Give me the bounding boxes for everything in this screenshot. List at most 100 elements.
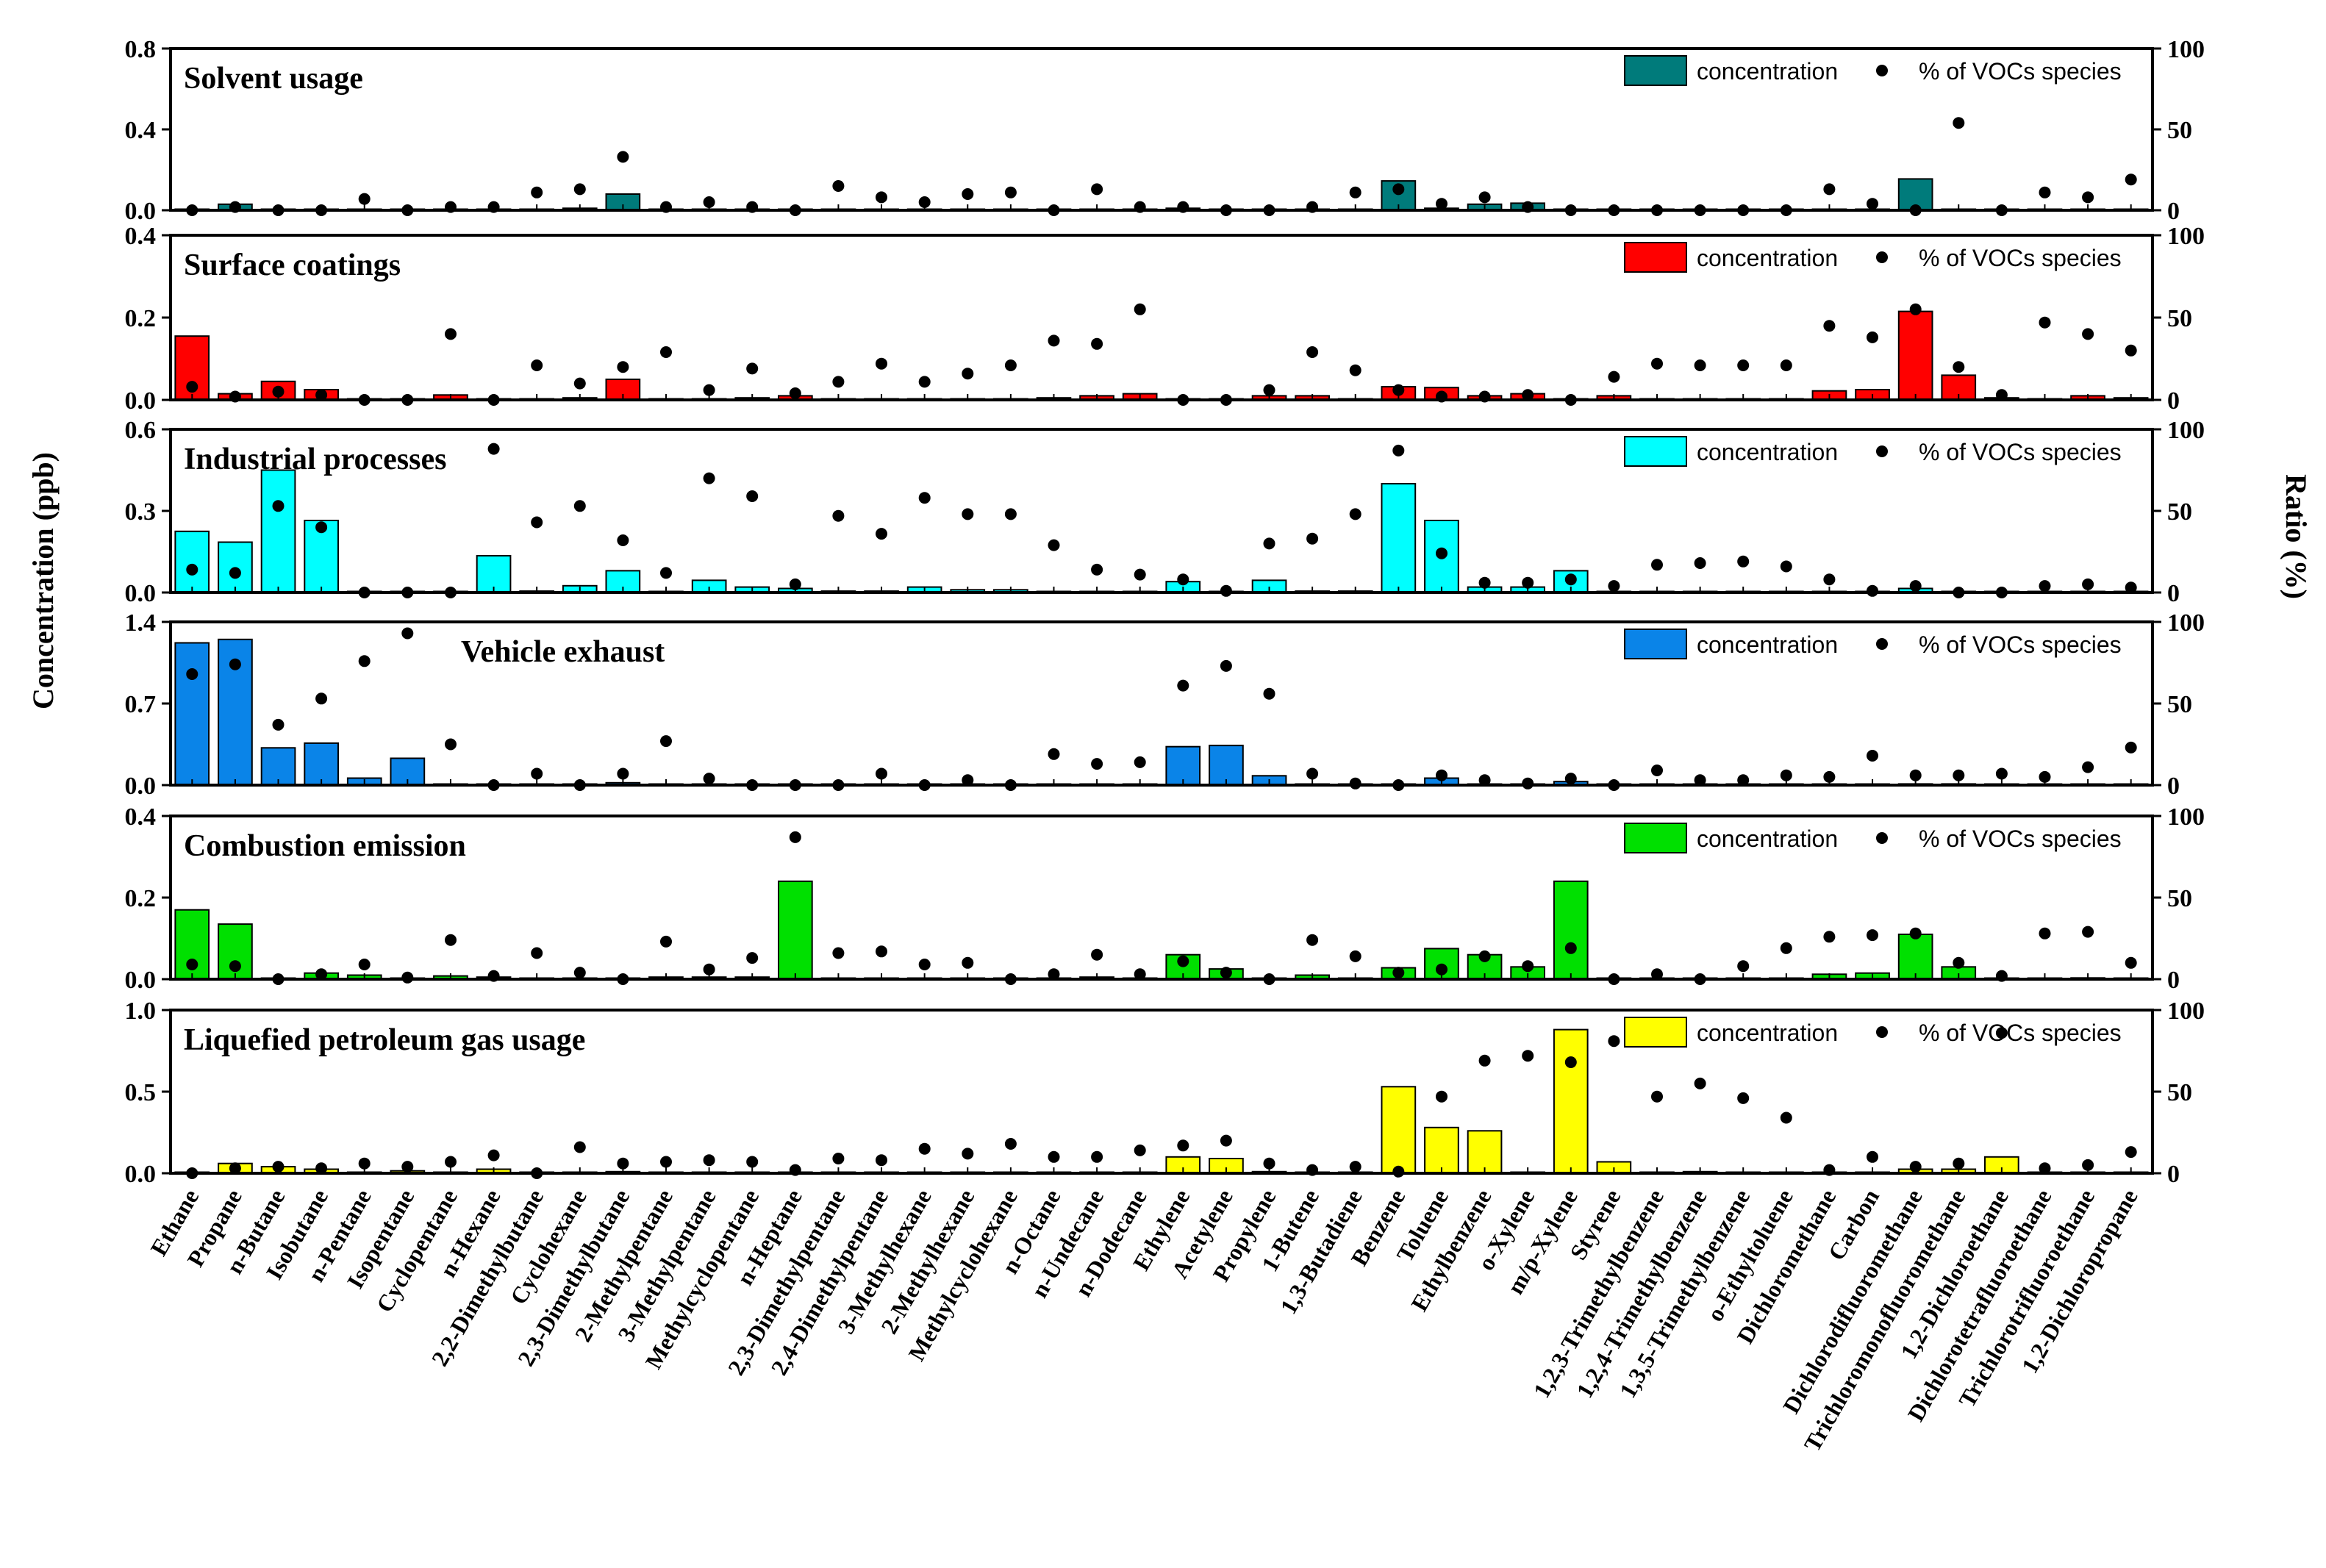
- y2-tick-label: 50: [2167, 691, 2192, 718]
- bar-Toluene: [1424, 1126, 1459, 1175]
- dot-Dichloromethane: [1823, 931, 1836, 943]
- dot-Toluene: [1436, 1090, 1448, 1103]
- dot-1-Butene: [1306, 532, 1319, 545]
- dot-1,3-Butadiene: [1349, 186, 1361, 198]
- dot-Toluene: [1436, 547, 1448, 559]
- legend-bar-label: concentration: [1697, 439, 1838, 465]
- dot-3-Methylpentane: [703, 1154, 715, 1167]
- dot-Ethylene: [1177, 955, 1189, 967]
- dot-2,4-Dimethylpentane: [876, 528, 887, 540]
- dot-Toluene: [1436, 198, 1448, 210]
- legend-dot-label: % of VOCs species: [1919, 1020, 2122, 1046]
- legend-bar-label: concentration: [1697, 631, 1838, 658]
- dot-n-Octane: [1048, 1150, 1060, 1163]
- dot-Carbon: [1867, 750, 1878, 762]
- dot-1-Butene: [1306, 934, 1319, 946]
- legend-bar-label: concentration: [1697, 245, 1838, 271]
- dot-2,4-Dimethylpentane: [876, 1154, 887, 1167]
- dot-3-Methylpentane: [703, 963, 715, 975]
- dot-1,2,3-Trimethylbenzene: [1651, 1090, 1663, 1103]
- dot-Dichlorodifluoromethane: [1909, 769, 1922, 781]
- dot-2,3-Dimethylpentane: [832, 1153, 845, 1164]
- dot-Trichloromonofluoromethane: [1953, 769, 1965, 781]
- dot-Dichlorotetrafluoroethane: [2039, 186, 2051, 198]
- dot-Propane: [229, 658, 241, 670]
- dot-1,3-Butadiene: [1349, 1161, 1361, 1173]
- y2-tick-label: 100: [2167, 609, 2205, 637]
- dot-Propylene: [1263, 687, 1275, 700]
- bar-Benzene: [1381, 1086, 1417, 1175]
- panel-4: 0.0 0.7 1.4 0 50 100 Vehicle exhaust concentrat…: [125, 609, 2205, 800]
- dot-Trichlorotrifluoroethane: [2082, 761, 2094, 773]
- dot-2-Methylhexane: [962, 188, 974, 200]
- dot-Carbon: [1867, 331, 1878, 343]
- dot-2-Methylhexane: [962, 956, 974, 969]
- legend-dot: [1876, 445, 1888, 457]
- dot-1,2,3-Trimethylbenzene: [1651, 559, 1663, 571]
- dot-Cyclohexane: [573, 183, 586, 196]
- dot-2,4-Dimethylpentane: [876, 357, 887, 370]
- y2-tick-label: 50: [2167, 885, 2192, 912]
- panel-title: Industrial processes: [184, 443, 446, 476]
- dot-Dichlorotetrafluoroethane: [2039, 580, 2051, 593]
- dot-Cyclopentane: [445, 1156, 457, 1168]
- bar-Ethylbenzene: [1467, 1130, 1503, 1175]
- panel-frame: [169, 815, 2154, 981]
- legend-bar-label: concentration: [1697, 826, 1838, 852]
- dot-Dichlorodifluoromethane: [1909, 1161, 1922, 1173]
- legend-swatch: [1624, 436, 1687, 467]
- bar-Acetylene: [1209, 745, 1244, 786]
- dot-Cyclohexane: [573, 1141, 586, 1153]
- dot-n-Heptane: [789, 831, 801, 843]
- y2-tick-label: 50: [2167, 498, 2192, 526]
- dot-Benzene: [1392, 967, 1405, 979]
- legend-swatch: [1624, 823, 1687, 853]
- dot-2-Methylhexane: [962, 1148, 974, 1160]
- bar-Ethane: [174, 530, 210, 594]
- dot-2,3-Dimethylbutane: [617, 1157, 629, 1170]
- bar-m/p-Xylene: [1553, 880, 1589, 981]
- y2-tick-label: 50: [2167, 1079, 2192, 1106]
- y-tick-label: 1.0: [125, 998, 157, 1025]
- dot-o-Ethyltoluene: [1780, 942, 1792, 954]
- dot-Ethylene: [1177, 1139, 1189, 1152]
- legend-dot: [1876, 638, 1888, 650]
- dot-Propylene: [1263, 384, 1275, 396]
- dot-n-Pentane: [358, 1157, 371, 1170]
- y-tick-label: 0.8: [125, 36, 157, 63]
- dot-3-Methylhexane: [918, 1142, 931, 1155]
- panel-title: Solvent usage: [184, 62, 363, 96]
- dot-o-Xylene: [1522, 576, 1534, 589]
- dot-Dichlorotetrafluoroethane: [2039, 770, 2051, 783]
- dot-2,3-Dimethylpentane: [832, 947, 845, 959]
- dot-Dichloromethane: [1823, 770, 1836, 783]
- bar-Dichlorodifluoromethane: [1897, 934, 1933, 980]
- dot-3-Methylpentane: [703, 773, 715, 785]
- legend-dot-label: % of VOCs species: [1919, 826, 2122, 852]
- dot-Ethane: [186, 381, 198, 393]
- legend-swatch: [1624, 242, 1687, 273]
- dot-1-Butene: [1306, 346, 1319, 358]
- dot-Benzene: [1392, 384, 1405, 396]
- y2-tick-label: 0: [2167, 387, 2180, 415]
- dot-1,2,3-Trimethylbenzene: [1651, 765, 1663, 776]
- dot-n-Hexane: [487, 443, 500, 455]
- dot-n-Octane: [1048, 334, 1060, 347]
- dot-Trichlorotrifluoroethane: [2082, 1159, 2094, 1171]
- y2-tick-label: 50: [2167, 117, 2192, 144]
- dot-1,3,5-Trimethylbenzene: [1737, 555, 1750, 568]
- dot-Methylcyclohexane: [1004, 508, 1017, 520]
- dot-Dichloromethane: [1823, 573, 1836, 586]
- dot-1,2,4-Trimethylbenzene: [1694, 1077, 1706, 1089]
- dot-Ethylbenzene: [1478, 191, 1491, 204]
- dot-n-Heptane: [789, 387, 801, 399]
- dot-3-Methylpentane: [703, 196, 715, 208]
- legend-dot: [1876, 832, 1888, 844]
- y2-tick-label: 100: [2167, 223, 2205, 250]
- dot-Trichlorotrifluoroethane: [2082, 578, 2094, 590]
- dot-1,2,4-Trimethylbenzene: [1694, 359, 1706, 371]
- y-tick-label: 0.0: [125, 198, 157, 225]
- dot-Methylcyclohexane: [1004, 186, 1017, 198]
- dot-m/p-Xylene: [1564, 573, 1577, 586]
